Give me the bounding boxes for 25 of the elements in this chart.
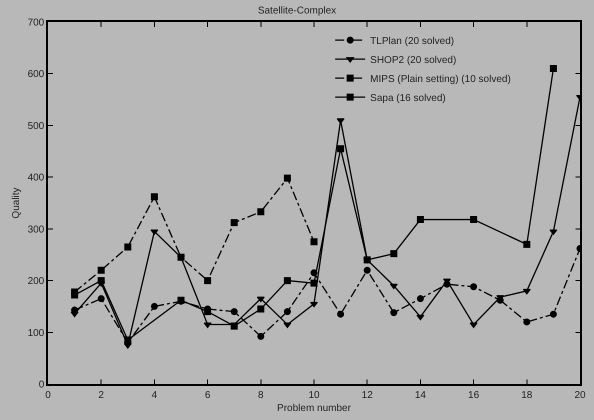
x-tick-label: 8 (258, 390, 264, 401)
x-tick-label: 12 (362, 390, 374, 401)
y-tick-label: 700 (28, 18, 45, 28)
y-axis-title: Quality (11, 187, 22, 219)
legend-label: Sapa (16 solved) (370, 93, 446, 104)
x-tick-label: 16 (468, 390, 480, 401)
y-tick-label: 200 (28, 276, 45, 288)
x-axis-title: Problem number (277, 402, 352, 414)
x-tick-label: 6 (204, 390, 211, 401)
x-tick-label: 4 (152, 390, 158, 401)
chart-title: Satellite-Complex (258, 5, 336, 16)
x-tick-label: 18 (521, 390, 533, 401)
legend-label: MIPS (Plain setting) (10 solved) (370, 74, 511, 86)
legend-label: SHOP2 (20 solved) (370, 55, 456, 66)
y-tick-label: 500 (28, 120, 45, 132)
x-tick-label: 20 (574, 390, 586, 401)
x-tick-label: 14 (414, 390, 426, 401)
y-tick-label: 100 (28, 328, 45, 339)
y-tick-label: 0 (38, 380, 45, 390)
y-tick-label: 400 (28, 172, 45, 184)
y-tick-label: 600 (28, 69, 45, 80)
legend-label: TLPlan (20 solved) (370, 36, 454, 48)
y-tick-label: 300 (28, 224, 45, 236)
x-tick-label: 10 (308, 390, 320, 401)
x-tick-label: 2 (98, 390, 104, 401)
